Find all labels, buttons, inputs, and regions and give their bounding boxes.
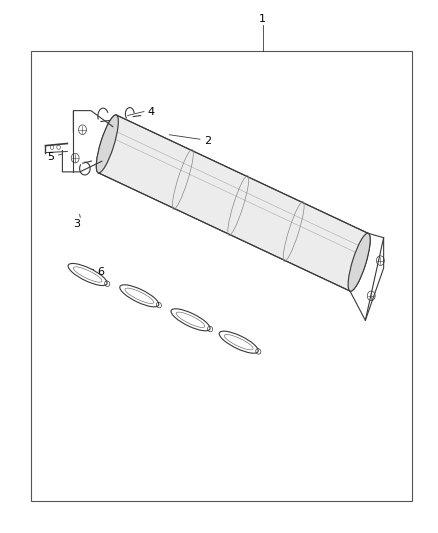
Text: 2: 2 — [205, 136, 212, 146]
Ellipse shape — [96, 115, 118, 173]
Text: 1: 1 — [259, 14, 266, 23]
Bar — [31, 51, 412, 501]
Polygon shape — [98, 115, 368, 291]
Ellipse shape — [96, 115, 118, 173]
Ellipse shape — [348, 233, 370, 291]
Text: 3: 3 — [73, 219, 80, 229]
Text: 4: 4 — [148, 107, 155, 117]
Ellipse shape — [348, 233, 370, 291]
Text: 6: 6 — [97, 267, 104, 277]
Text: 5: 5 — [47, 152, 54, 162]
